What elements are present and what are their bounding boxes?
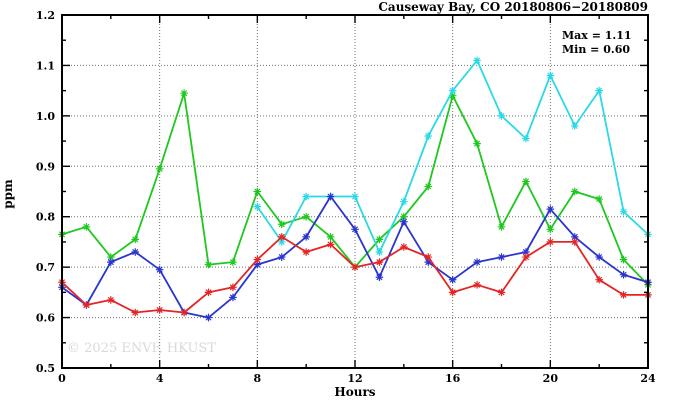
chart-title: Causeway Bay, CO 20180806−20180809	[378, 0, 648, 14]
x-tick-label: 8	[254, 372, 262, 385]
y-tick-label: 1.2	[36, 9, 55, 22]
x-tick-label: 24	[640, 372, 656, 385]
x-tick-label: 4	[156, 372, 164, 385]
y-tick-label: 1.0	[36, 110, 55, 123]
min-annotation: Min = 0.60	[562, 43, 630, 56]
y-tick-label: 0.6	[36, 312, 55, 325]
y-axis-label: ppm	[1, 179, 15, 209]
series-layer	[58, 56, 652, 322]
series-blue-markers	[58, 192, 652, 322]
y-tick-label: 0.5	[36, 362, 55, 375]
x-tick-label: 0	[58, 372, 66, 385]
watermark: © 2025 ENVF, HKUST	[67, 341, 216, 356]
series-red-line	[61, 235, 649, 314]
series-blue	[58, 192, 652, 322]
y-tick-label: 0.9	[36, 160, 55, 173]
y-tick-label: 0.7	[36, 261, 55, 274]
y-tick-label: 1.1	[36, 59, 55, 72]
max-annotation: Max = 1.11	[562, 29, 632, 42]
grid-layer	[62, 15, 648, 368]
tick-layer: 0.5 0.6 0.7 0.8 0.9 1.0 1.1 1.2 0 4 8 12 16 20 24	[36, 9, 656, 385]
x-axis-label: Hours	[334, 385, 375, 399]
x-tick-label: 20	[543, 372, 559, 385]
y-tick-label: 0.8	[36, 211, 55, 224]
x-tick-label: 16	[445, 372, 461, 385]
series-cyan	[253, 56, 652, 256]
x-tick-label: 12	[347, 372, 362, 385]
plot-border	[61, 14, 649, 369]
